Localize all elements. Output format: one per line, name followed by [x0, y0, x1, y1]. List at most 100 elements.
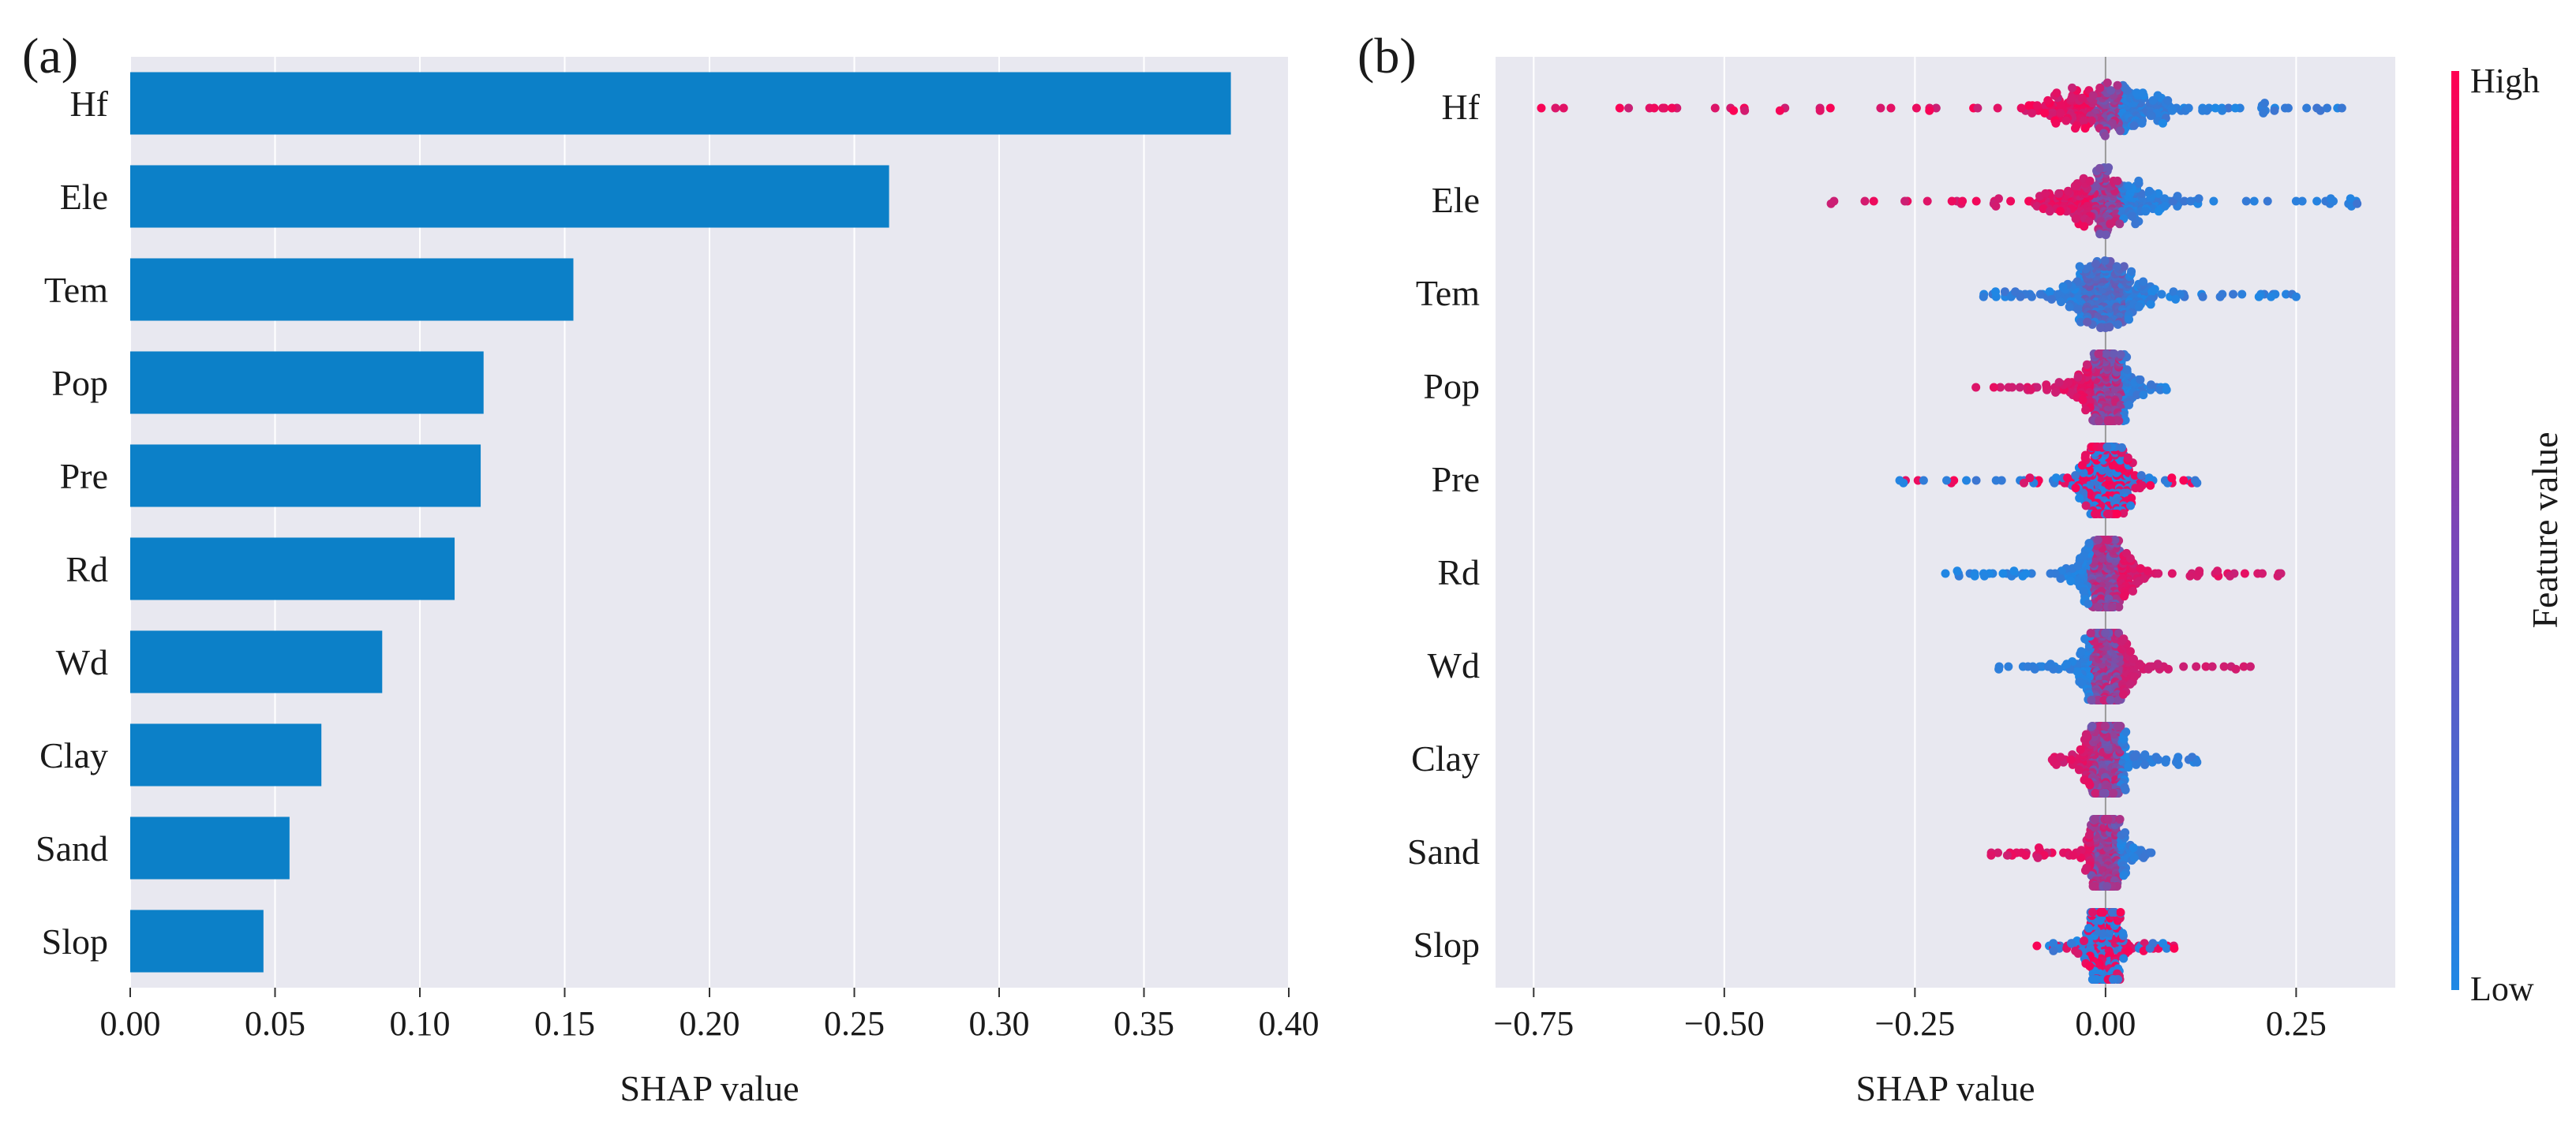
data-point — [2065, 302, 2074, 312]
data-point — [2075, 262, 2084, 271]
data-point — [2121, 828, 2130, 837]
data-point — [1710, 103, 1720, 113]
data-point — [1815, 106, 1825, 115]
data-point — [1900, 196, 1910, 206]
data-point — [2139, 390, 2148, 400]
data-point — [2095, 83, 2105, 92]
panel-a-label: (a) — [22, 28, 78, 84]
data-point — [2129, 853, 2139, 862]
feature-label: Rd — [1437, 552, 1480, 592]
data-point — [2185, 571, 2195, 581]
data-point — [2094, 416, 2103, 425]
data-point — [2116, 126, 2125, 136]
data-point — [2148, 939, 2158, 948]
beeswarm-plot-area — [1496, 57, 2395, 988]
data-point — [2051, 387, 2061, 397]
data-point — [2109, 788, 2118, 798]
data-point — [2015, 383, 2024, 392]
data-point — [2100, 256, 2110, 266]
data-point — [2127, 211, 2136, 221]
data-point — [1658, 103, 1668, 113]
data-point — [1925, 106, 1934, 115]
data-point — [2080, 936, 2089, 946]
data-point — [2079, 116, 2088, 125]
data-point — [2118, 929, 2128, 938]
data-point — [2229, 290, 2238, 299]
data-point — [2047, 294, 2057, 304]
data-point — [2054, 189, 2064, 198]
data-point — [2078, 395, 2087, 405]
data-point — [2201, 662, 2211, 671]
category-label: Sand — [36, 828, 108, 869]
data-point — [2157, 290, 2166, 299]
data-point — [2085, 176, 2095, 185]
data-point — [2184, 103, 2193, 113]
data-point — [2100, 722, 2110, 731]
data-point — [2353, 199, 2362, 208]
data-point — [2230, 103, 2240, 113]
data-point — [2087, 116, 2096, 125]
data-point — [2192, 757, 2202, 767]
data-point — [2125, 400, 2134, 409]
data-point — [2326, 194, 2335, 204]
category-label: Pre — [60, 456, 108, 496]
data-point — [1958, 196, 1968, 206]
data-point — [2081, 501, 2091, 510]
data-point — [1970, 571, 1979, 581]
data-point — [2004, 383, 2013, 392]
data-point — [2058, 282, 2068, 291]
data-point — [2027, 108, 2037, 118]
category-label: Slop — [42, 921, 108, 962]
data-point — [2112, 262, 2121, 271]
category-label: Tem — [44, 270, 108, 310]
data-point — [2056, 574, 2065, 583]
data-point — [2084, 599, 2093, 608]
data-point — [1667, 103, 1676, 113]
data-point — [2071, 471, 2080, 480]
data-point — [2066, 755, 2076, 764]
data-point — [2093, 695, 2102, 704]
data-point — [2173, 192, 2182, 201]
data-point — [2302, 103, 2312, 113]
data-point — [2083, 317, 2092, 327]
data-point — [2119, 954, 2129, 963]
data-point — [2170, 944, 2179, 953]
data-point — [2257, 569, 2267, 578]
data-point — [2074, 765, 2084, 775]
data-point — [2045, 287, 2054, 297]
data-point — [2071, 124, 2080, 133]
data-point — [2147, 662, 2157, 671]
category-label: Hf — [69, 84, 108, 124]
data-point — [2231, 664, 2241, 674]
data-point — [2087, 974, 2097, 984]
x-tick-label: 0.05 — [245, 1004, 305, 1043]
x-tick-label: −0.50 — [1684, 1004, 1765, 1043]
data-point — [2080, 450, 2090, 460]
data-point — [2056, 101, 2065, 110]
data-point — [1729, 106, 1739, 115]
bar-hf — [130, 72, 1231, 135]
data-point — [2114, 602, 2124, 611]
bar-rd — [130, 537, 455, 600]
data-point — [2226, 571, 2235, 581]
data-point — [2115, 815, 2125, 824]
data-point — [2282, 290, 2291, 299]
data-point — [2192, 662, 2201, 671]
data-point — [1624, 103, 1634, 113]
data-point — [1942, 476, 1952, 485]
beeswarm-panel: Hf Ele Tem Pop Pre Rd Wd Clay Sand Slop −0.75 −0.5… — [1407, 57, 2395, 1108]
data-point — [2198, 106, 2207, 115]
data-point — [2091, 788, 2100, 798]
data-point — [2030, 664, 2039, 674]
data-point — [2119, 689, 2129, 699]
data-point — [2131, 750, 2140, 760]
category-label: Clay — [39, 735, 108, 775]
x-tick-label: 0.15 — [534, 1004, 595, 1043]
data-point — [1886, 103, 1896, 113]
data-point — [2104, 163, 2114, 173]
data-point — [1994, 194, 2003, 204]
data-point — [2147, 380, 2156, 390]
data-point — [1962, 476, 1971, 485]
data-point — [2106, 86, 2116, 95]
data-point — [1740, 106, 1750, 115]
